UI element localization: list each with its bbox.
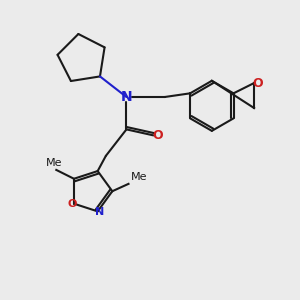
Text: Me: Me — [131, 172, 147, 182]
Text: O: O — [68, 199, 77, 209]
Text: O: O — [252, 76, 263, 89]
Text: N: N — [94, 207, 104, 217]
Text: O: O — [152, 129, 163, 142]
Text: N: N — [121, 90, 132, 104]
Text: Me: Me — [46, 158, 62, 168]
